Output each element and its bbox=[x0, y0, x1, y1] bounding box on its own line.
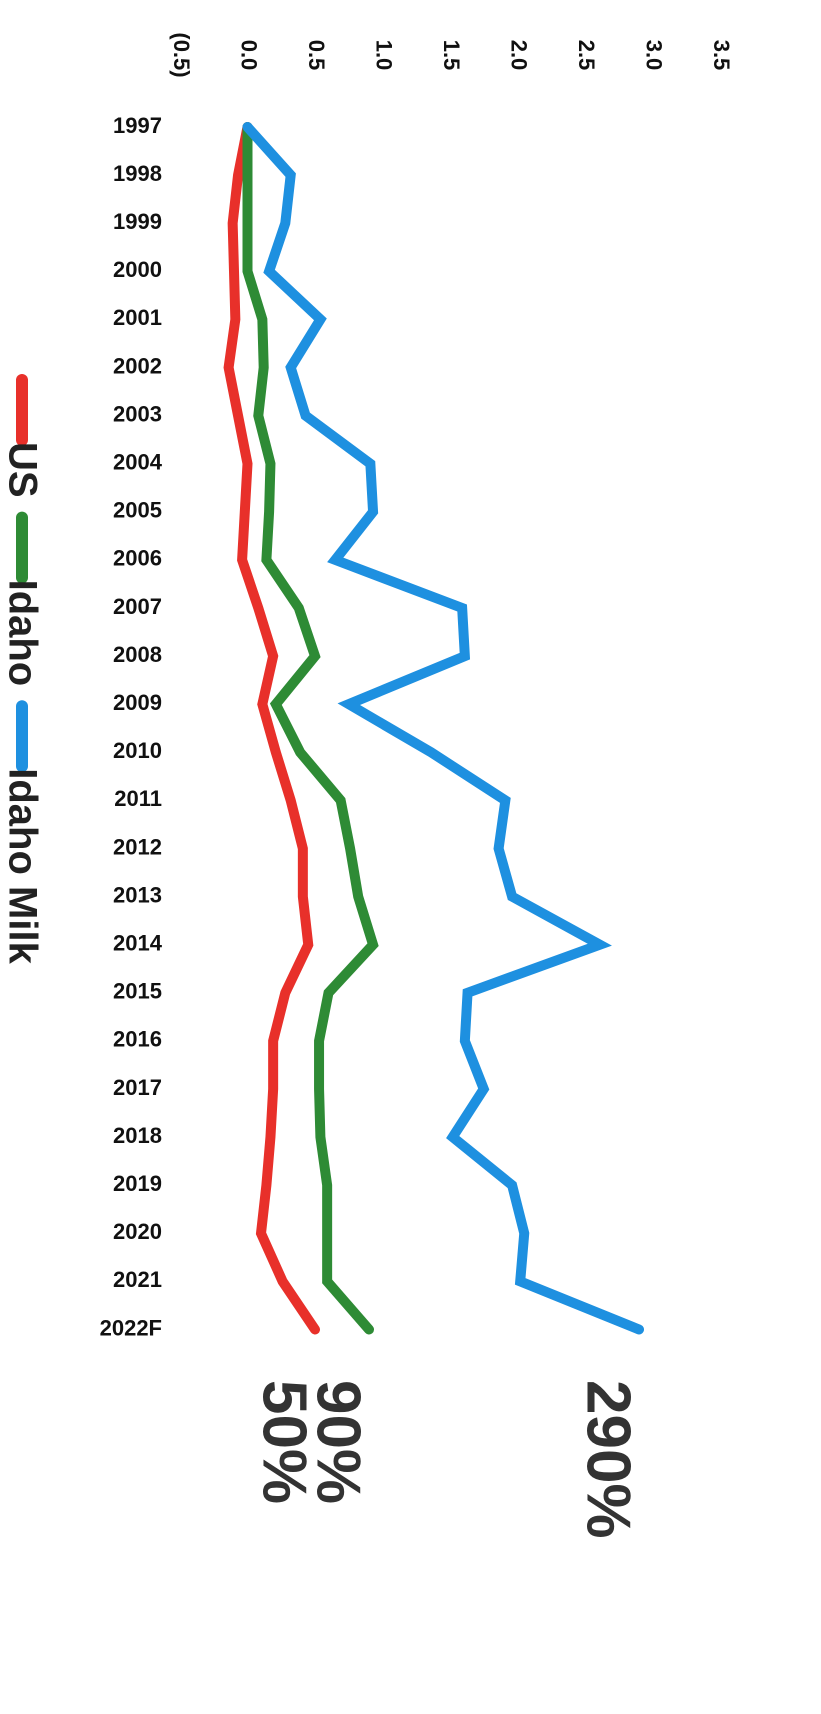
series-line bbox=[242, 122, 379, 1335]
annotation: 290% bbox=[574, 1380, 643, 1539]
category-label: 2019 bbox=[113, 1171, 162, 1196]
value-tick-label: 1.0 bbox=[372, 40, 397, 71]
category-label: 2017 bbox=[113, 1075, 162, 1100]
legend-label: Idaho Milk bbox=[0, 768, 44, 964]
category-label: 2004 bbox=[113, 450, 163, 475]
category-label: 2003 bbox=[113, 401, 162, 426]
category-label: 2014 bbox=[113, 931, 163, 956]
category-label: 2018 bbox=[113, 1123, 162, 1148]
category-label: 2021 bbox=[113, 1267, 162, 1292]
value-tick-label: 2.0 bbox=[507, 40, 532, 71]
legend-label: Idaho bbox=[0, 580, 44, 687]
annotation: 90% bbox=[304, 1380, 373, 1504]
category-label: 2006 bbox=[113, 546, 162, 571]
category-label: 2013 bbox=[113, 882, 162, 907]
value-tick-label: (0.5) bbox=[169, 32, 194, 77]
category-label: 2008 bbox=[113, 642, 162, 667]
category-label: 2022F bbox=[100, 1315, 162, 1340]
category-label: 2015 bbox=[113, 979, 162, 1004]
category-label: 2012 bbox=[113, 834, 162, 859]
category-label: 1999 bbox=[113, 209, 162, 234]
category-label: 2007 bbox=[113, 594, 162, 619]
category-label: 2011 bbox=[114, 786, 162, 811]
value-tick-label: 3.0 bbox=[642, 40, 667, 71]
value-tick-label: 2.5 bbox=[574, 40, 599, 71]
category-label: 2016 bbox=[113, 1027, 162, 1052]
category-label: 2005 bbox=[113, 498, 162, 523]
category-label: 2009 bbox=[113, 690, 162, 715]
category-label: 2001 bbox=[113, 305, 162, 330]
value-tick-label: 3.5 bbox=[709, 40, 734, 71]
value-tick-label: 1.5 bbox=[439, 40, 464, 71]
value-tick-label: 0.0 bbox=[237, 40, 262, 71]
category-label: 1998 bbox=[113, 161, 162, 186]
legend-label: US bbox=[0, 442, 44, 498]
value-tick-label: 0.5 bbox=[304, 40, 329, 71]
category-label: 2000 bbox=[113, 257, 162, 282]
annotation: 50% bbox=[250, 1380, 319, 1504]
category-label: 2002 bbox=[113, 353, 162, 378]
category-label: 1997 bbox=[113, 113, 162, 138]
series-line bbox=[242, 122, 644, 1335]
series-line bbox=[223, 122, 320, 1335]
legend: US Idaho Idaho Milk bbox=[0, 374, 44, 965]
category-label: 2020 bbox=[113, 1219, 162, 1244]
category-label: 2010 bbox=[113, 738, 162, 763]
